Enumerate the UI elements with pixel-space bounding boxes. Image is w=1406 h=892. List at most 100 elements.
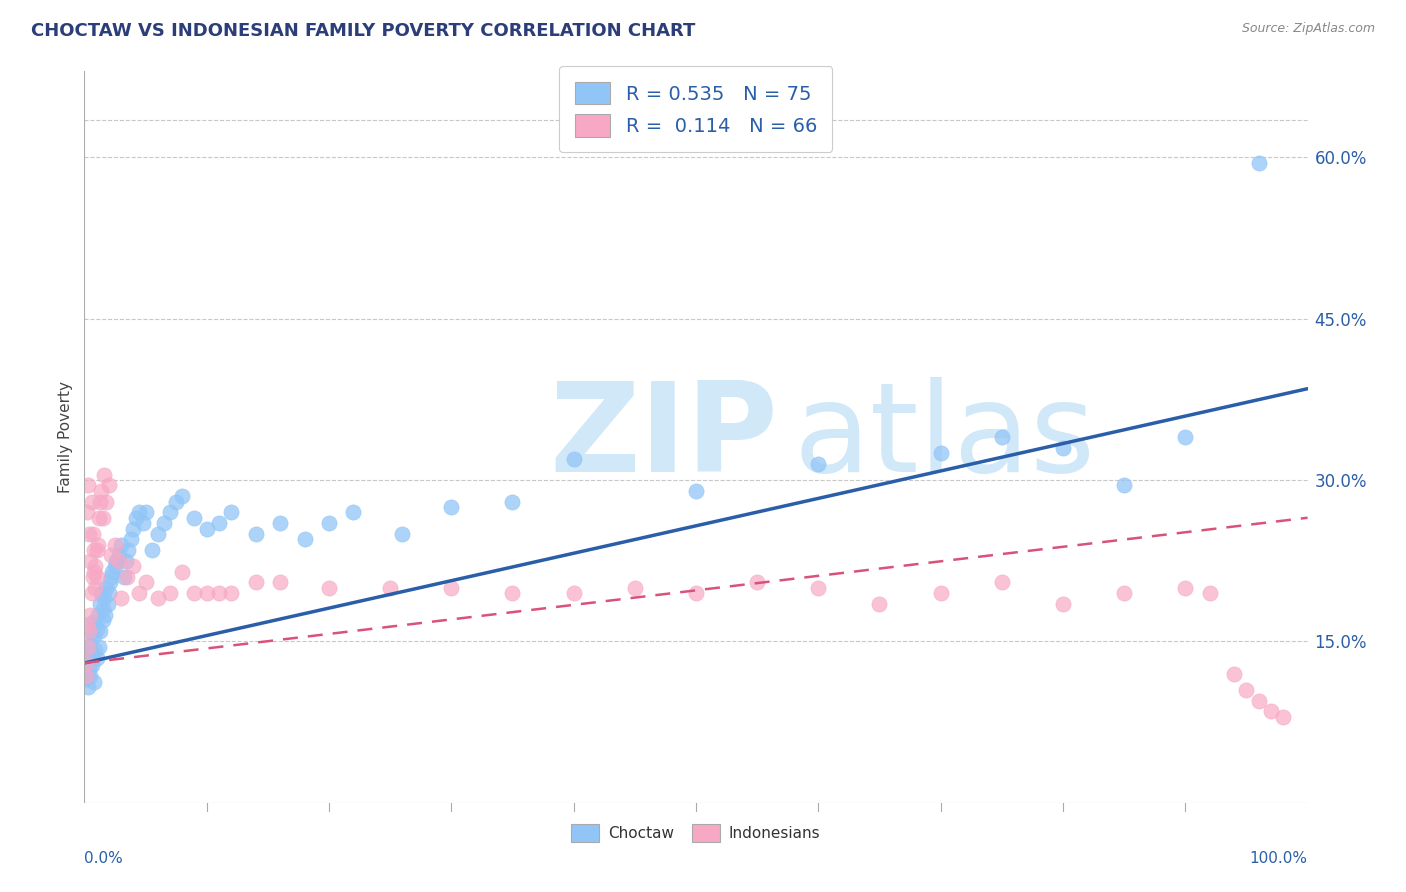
Point <box>146 527 169 541</box>
Point <box>104 559 127 574</box>
Point <box>94 607 117 622</box>
Point <box>79 637 101 651</box>
Point <box>153 516 176 530</box>
Point <box>84 581 107 595</box>
Point <box>80 625 103 640</box>
Point <box>120 533 142 547</box>
Point <box>77 661 100 675</box>
Point <box>110 538 132 552</box>
Point <box>195 521 218 535</box>
Point <box>80 494 103 508</box>
Point <box>91 510 114 524</box>
Point <box>96 494 118 508</box>
Point <box>84 559 107 574</box>
Point <box>159 586 181 600</box>
Point <box>1272 710 1295 724</box>
Point <box>294 533 316 547</box>
Point <box>76 666 98 681</box>
Point <box>86 622 108 636</box>
Point <box>79 607 101 622</box>
Point <box>77 640 100 654</box>
Point <box>991 575 1014 590</box>
Point <box>132 516 155 530</box>
Point <box>83 629 105 643</box>
Point <box>165 494 187 508</box>
Point <box>502 494 524 508</box>
Point <box>1114 586 1136 600</box>
Point <box>110 591 132 606</box>
Point <box>79 554 101 568</box>
Point <box>76 645 98 659</box>
Point <box>141 543 163 558</box>
Point <box>89 624 111 638</box>
Text: 0.0%: 0.0% <box>84 851 124 866</box>
Point <box>562 451 585 466</box>
Point <box>82 570 104 584</box>
Point <box>77 680 100 694</box>
Point <box>98 575 121 590</box>
Point <box>1247 156 1270 170</box>
Point <box>75 656 97 670</box>
Point <box>100 549 122 563</box>
Point <box>135 505 157 519</box>
Point <box>89 494 111 508</box>
Point <box>219 505 242 519</box>
Point <box>208 586 231 600</box>
Point <box>318 516 340 530</box>
Point <box>245 527 267 541</box>
Point <box>87 640 110 654</box>
Point <box>117 543 139 558</box>
Y-axis label: Family Poverty: Family Poverty <box>58 381 73 493</box>
Point <box>269 516 291 530</box>
Point <box>1174 581 1197 595</box>
Point <box>245 575 267 590</box>
Point <box>1260 705 1282 719</box>
Point <box>83 675 105 690</box>
Legend: Choctaw, Indonesians: Choctaw, Indonesians <box>565 818 827 847</box>
Point <box>747 575 769 590</box>
Point <box>84 618 107 632</box>
Text: ZIP: ZIP <box>550 376 778 498</box>
Point <box>807 457 830 471</box>
Text: CHOCTAW VS INDONESIAN FAMILY POVERTY CORRELATION CHART: CHOCTAW VS INDONESIAN FAMILY POVERTY COR… <box>31 22 696 40</box>
Point <box>80 586 103 600</box>
Point <box>97 586 120 600</box>
Point <box>183 510 205 524</box>
Point <box>562 586 585 600</box>
Point <box>391 527 413 541</box>
Point <box>1052 597 1074 611</box>
Text: Source: ZipAtlas.com: Source: ZipAtlas.com <box>1241 22 1375 36</box>
Point <box>82 648 104 662</box>
Text: 100.0%: 100.0% <box>1250 851 1308 866</box>
Point <box>83 565 105 579</box>
Point <box>101 565 124 579</box>
Point <box>112 570 135 584</box>
Point <box>208 516 231 530</box>
Point <box>77 624 100 638</box>
Point <box>82 527 104 541</box>
Point <box>115 570 138 584</box>
Point <box>1236 682 1258 697</box>
Point <box>91 613 114 627</box>
Point <box>1198 586 1220 600</box>
Point <box>76 505 98 519</box>
Point <box>929 586 952 600</box>
Point <box>105 554 128 568</box>
Point <box>90 586 112 600</box>
Point <box>502 586 524 600</box>
Point <box>79 669 101 683</box>
Point <box>77 478 100 492</box>
Point <box>135 575 157 590</box>
Point <box>100 570 122 584</box>
Point <box>87 607 110 622</box>
Point <box>128 505 150 519</box>
Point <box>380 581 402 595</box>
Point <box>93 591 115 606</box>
Point <box>1052 441 1074 455</box>
Point <box>807 581 830 595</box>
Point <box>929 446 952 460</box>
Point <box>128 586 150 600</box>
Point <box>77 640 100 654</box>
Point <box>318 581 340 595</box>
Point <box>869 597 891 611</box>
